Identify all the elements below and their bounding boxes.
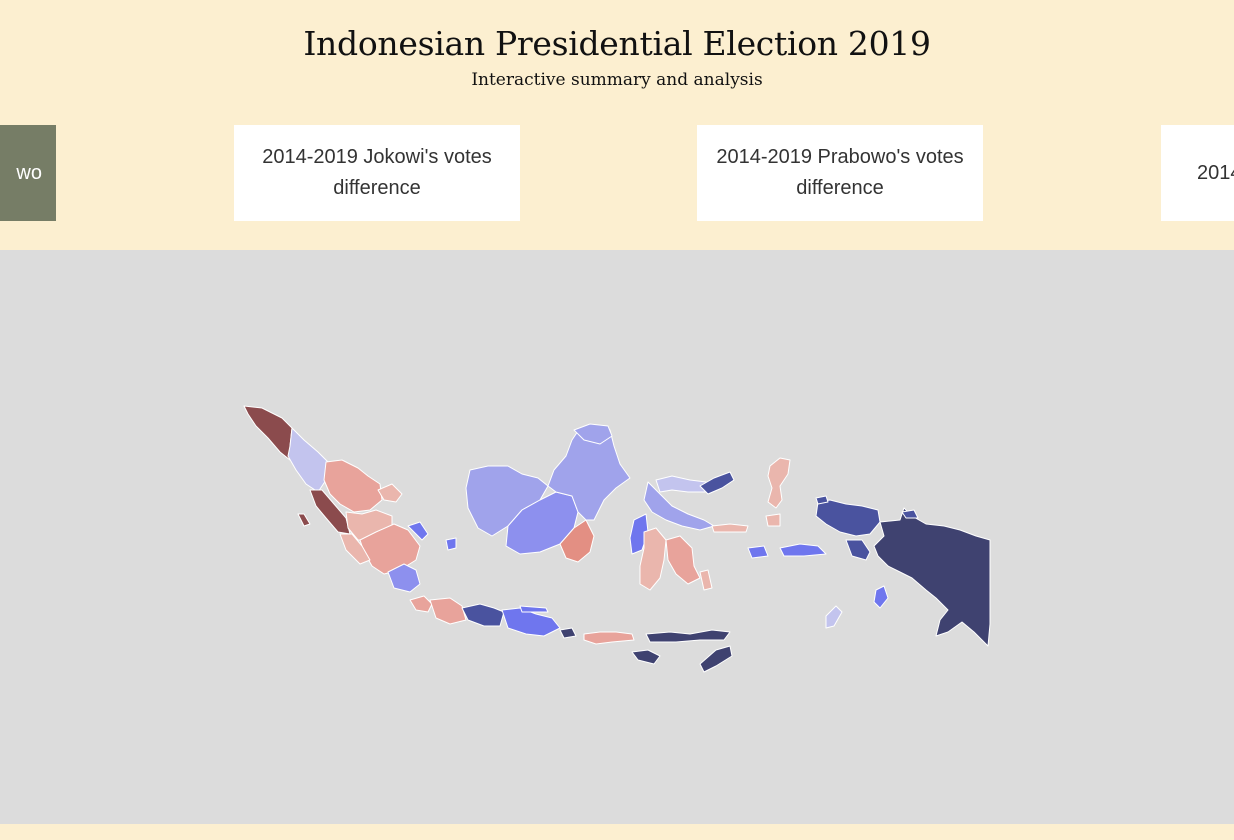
province-south-kalimantan[interactable] — [559, 519, 595, 563]
province-riau-islands[interactable] — [377, 483, 403, 503]
tab-label: 2014-2019 Prabowo's votes difference — [716, 146, 964, 199]
tab-prabowo[interactable]: wo — [0, 125, 56, 221]
province-north-sumatra[interactable] — [287, 427, 329, 493]
map-container[interactable] — [0, 250, 1234, 824]
province-biak[interactable] — [901, 509, 919, 519]
page-subtitle: Interactive summary and analysis — [471, 70, 763, 90]
page-title: Indonesian Presidential Election 2019 — [303, 24, 931, 63]
province-gorontalo[interactable] — [699, 471, 735, 495]
province-west-java[interactable] — [429, 597, 467, 625]
province-aceh[interactable] — [243, 405, 293, 461]
province-maluku[interactable] — [747, 543, 827, 559]
province-north-kalimantan[interactable] — [573, 423, 613, 445]
province-raja-ampat[interactable] — [815, 495, 829, 505]
province-buton[interactable] — [699, 569, 713, 591]
province-central-java[interactable] — [461, 603, 505, 627]
province-west-papua[interactable] — [815, 499, 881, 561]
province-south-sulawesi[interactable] — [639, 527, 667, 591]
province-madura[interactable] — [519, 605, 549, 613]
province-bengkulu[interactable] — [339, 533, 371, 565]
province-north-maluku[interactable] — [765, 457, 791, 527]
tab-label: 2014-2019 Jokowi's votes difference — [262, 146, 492, 199]
province-nias[interactable] — [297, 513, 311, 527]
province-bali[interactable] — [559, 627, 577, 639]
province-riau[interactable] — [323, 459, 383, 513]
footer — [0, 824, 1234, 840]
province-sumba[interactable] — [631, 649, 661, 665]
tab-2014[interactable]: 2014 — [1161, 125, 1234, 221]
province-south-sumatra[interactable] — [359, 523, 421, 575]
province-timor[interactable] — [699, 645, 733, 673]
province-kai-aru[interactable] — [873, 585, 889, 609]
province-central-sulawesi[interactable] — [643, 481, 715, 531]
province-bangka-belitung[interactable] — [407, 521, 457, 551]
province-lampung[interactable] — [387, 563, 421, 593]
province-papua[interactable] — [873, 507, 991, 647]
tab-label: wo — [16, 161, 42, 184]
province-southeast-sulawesi[interactable] — [665, 535, 701, 585]
tab-label: 2014 — [1197, 161, 1234, 184]
province-banten[interactable] — [409, 595, 433, 613]
tab-jokowi-votes-difference[interactable]: 2014-2019 Jokowi's votes difference — [234, 125, 520, 221]
province-central-kalimantan[interactable] — [505, 491, 579, 555]
province-north-sulawesi[interactable] — [655, 475, 707, 493]
indonesia-map[interactable] — [0, 250, 1234, 824]
province-west-nusa-tenggara[interactable] — [583, 631, 635, 645]
province-sula[interactable] — [711, 523, 749, 533]
province-east-kalimantan[interactable] — [547, 425, 631, 521]
province-east-nusa-tenggara[interactable] — [645, 629, 731, 643]
province-tanimbar[interactable] — [825, 605, 843, 629]
tab-prabowo-votes-difference[interactable]: 2014-2019 Prabowo's votes difference — [697, 125, 983, 221]
header: Indonesian Presidential Election 2019 In… — [0, 0, 1234, 250]
